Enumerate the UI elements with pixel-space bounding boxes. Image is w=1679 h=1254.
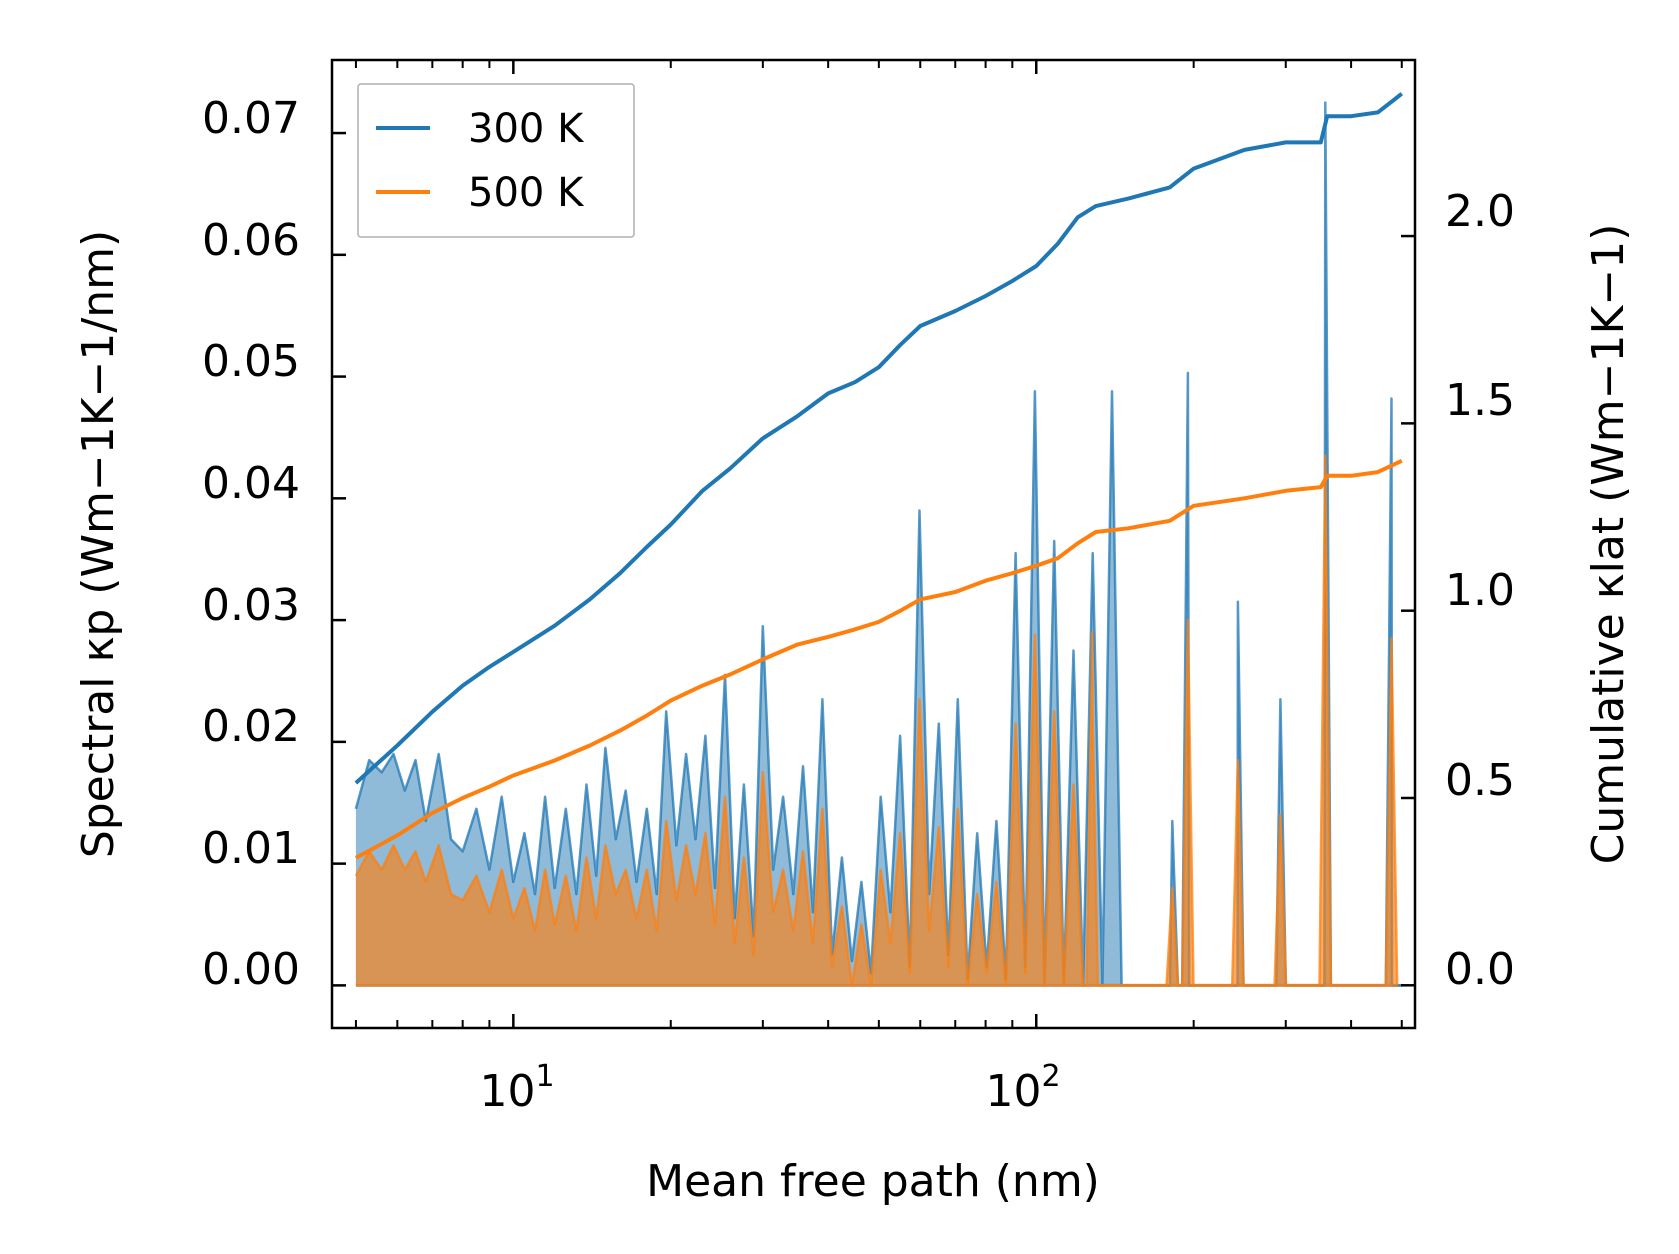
plot-frame [330,58,1417,1030]
x-tick-exp-1: 2 [1041,1059,1060,1094]
y-left-tick-label-3: 0.03 [202,580,300,631]
axis-ticks [332,60,1415,1028]
y-right-tick-label-4: 2.0 [1445,186,1515,237]
y-right-tick-label-1: 0.5 [1445,755,1515,806]
x-tick-label-0: 101 [479,1059,554,1117]
legend-label-500k: 500 K [468,170,585,216]
x-tick-base-1: 10 [985,1066,1041,1117]
y-right-tick-label-2: 1.0 [1445,565,1515,616]
y-left-tick-label-4: 0.04 [202,458,300,509]
y-left-tick-label-0: 0.00 [202,944,300,995]
y-left-tick-label-2: 0.02 [202,701,300,752]
y-right-tick-label-0: 0.0 [1445,944,1515,995]
cumulative-line-1 [354,458,1403,860]
y-right-tick-label-3: 1.5 [1445,375,1515,426]
plot-data-layer [354,92,1404,987]
legend: 300 K 500 K [357,83,635,238]
spectral-line-1 [354,454,1399,987]
x-tick-label-1: 102 [985,1059,1060,1117]
y-left-tick-label-7: 0.07 [202,93,300,144]
x-tick-base-0: 10 [479,1066,535,1117]
legend-label-300k: 300 K [468,106,585,152]
spectral-area-0 [355,102,1402,986]
x-tick-exp-0: 1 [535,1059,554,1094]
y-left-tick-label-1: 0.01 [202,823,300,874]
x-axis-label: Mean free path (nm) [646,1156,1100,1207]
y-left-tick-label-6: 0.06 [202,215,300,266]
legend-box [357,83,635,238]
cumulative-line-0 [354,92,1404,785]
y-right-axis-label: Cumulative κlat (Wm−1K−1) [1583,224,1634,865]
y-left-axis-label: Spectral κp (Wm−1K−1/nm) [73,230,124,858]
y-left-tick-label-5: 0.05 [202,336,300,387]
